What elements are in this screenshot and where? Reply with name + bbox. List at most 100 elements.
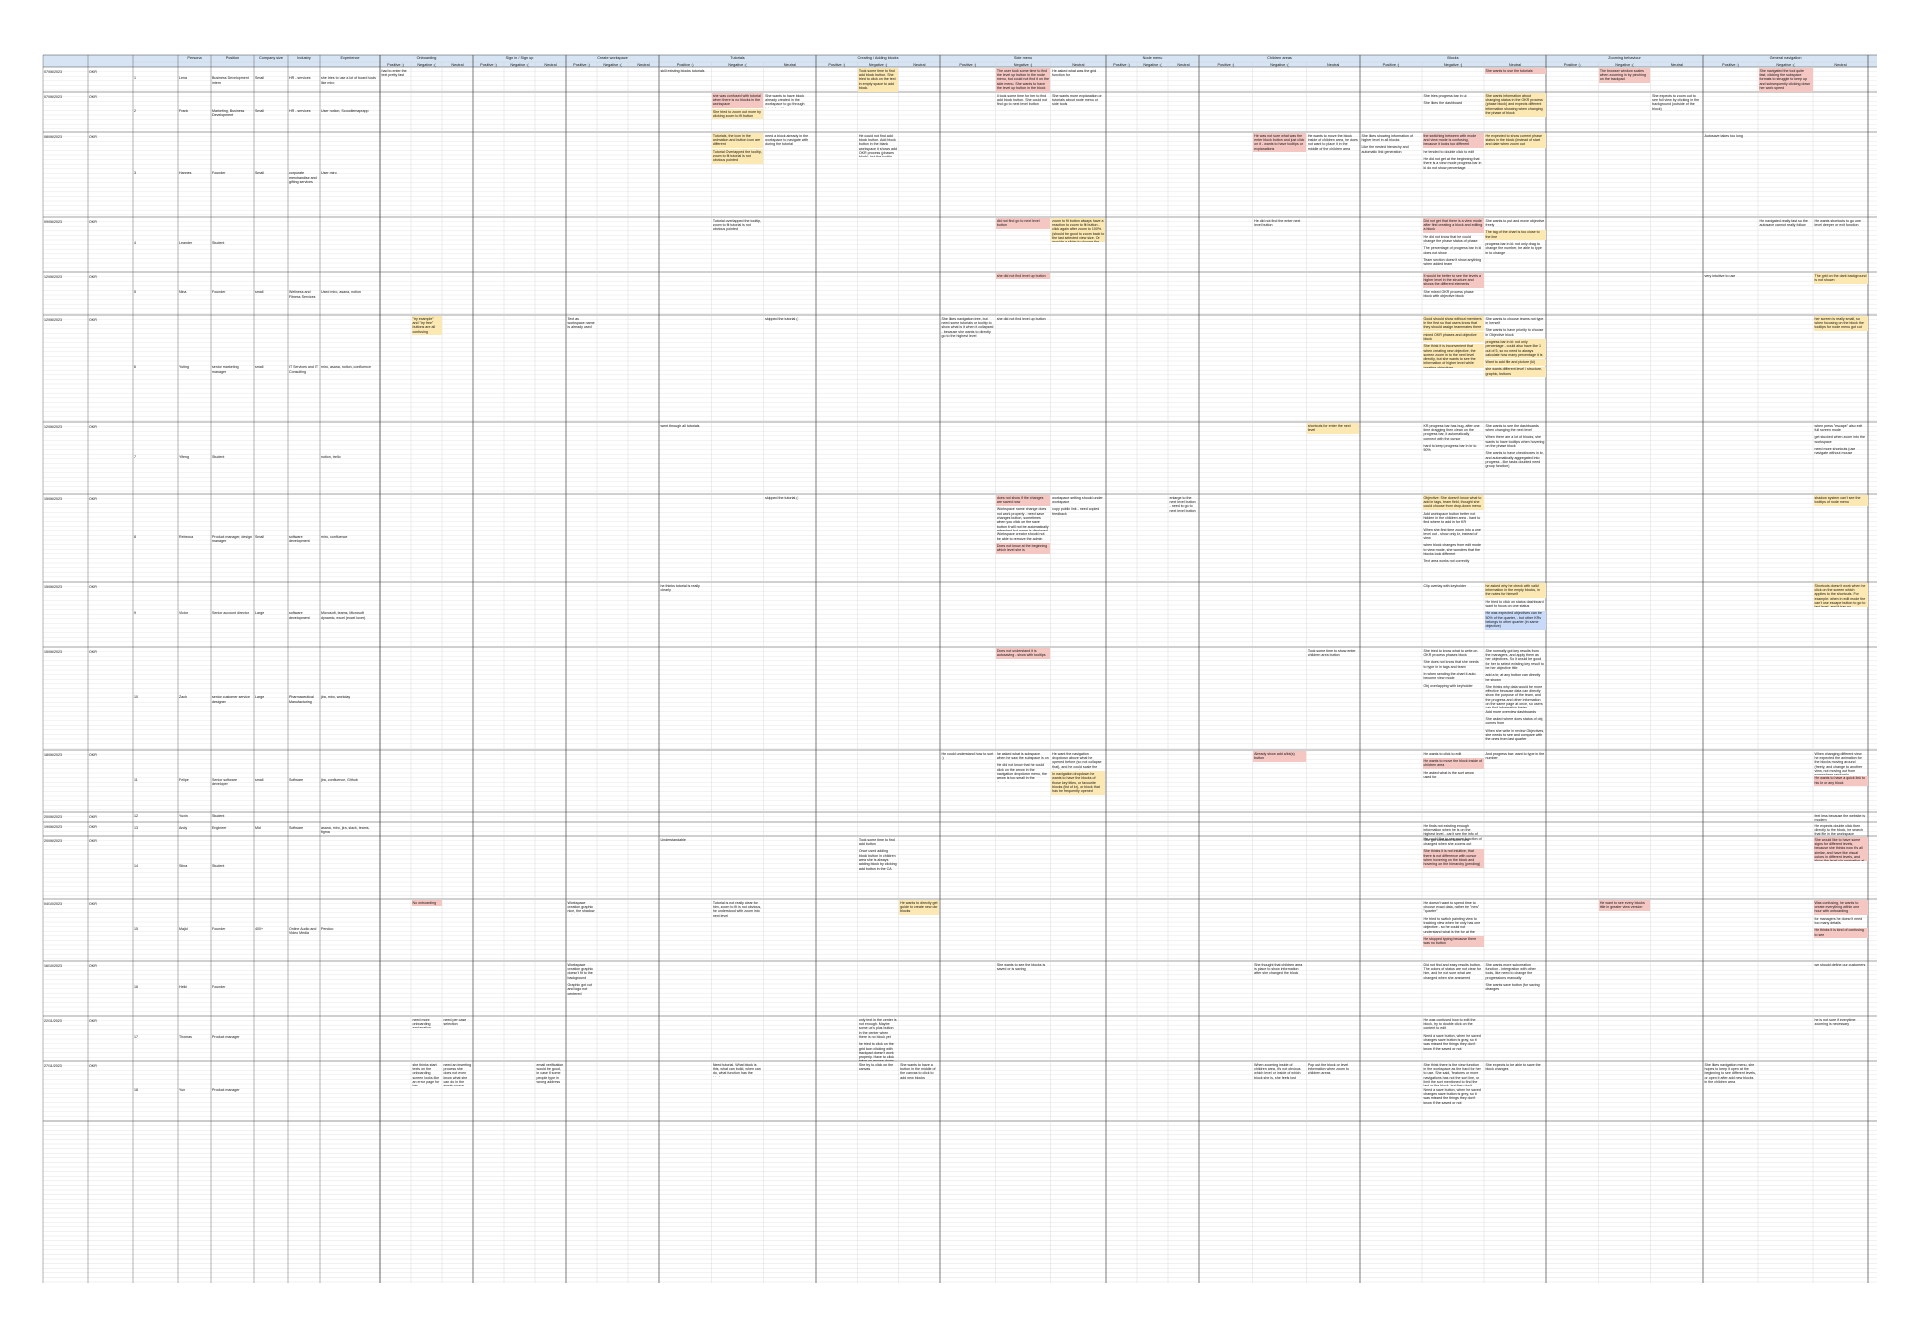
- finding-note[interactable]: Like the nested hierarchy and automatic …: [1361, 145, 1409, 154]
- subcolumn-header[interactable]: Negative :(: [1776, 63, 1795, 67]
- finding-note[interactable]: She tries progress bar in ui: [1423, 93, 1467, 98]
- finding-note[interactable]: She likes navigation menu, she hopes to …: [1704, 1062, 1756, 1084]
- row-industry[interactable]: [288, 454, 320, 468]
- finding-note[interactable]: need more shortcuts (use navigate withou…: [1814, 446, 1856, 456]
- finding-note[interactable]: she thinks start texts on the onboarding…: [412, 1062, 440, 1086]
- finding-note[interactable]: skill existing blocks tutorials: [660, 68, 705, 73]
- subcolumn-header[interactable]: Positive :): [959, 63, 976, 67]
- subcolumn-header[interactable]: Positive :): [573, 63, 590, 67]
- finding-note[interactable]: He wants to directly get guide to create…: [899, 900, 940, 915]
- row-num[interactable]: 9: [134, 611, 136, 616]
- finding-note[interactable]: Pop out the block or level information w…: [1307, 1062, 1349, 1076]
- finding-note[interactable]: only text in the center is not enough. M…: [858, 1017, 897, 1039]
- row-size[interactable]: small: [255, 777, 264, 782]
- row-date[interactable]: 20/06/2023: [44, 814, 62, 819]
- finding-note[interactable]: Does not understand it is autosaving - s…: [995, 648, 1051, 659]
- finding-note[interactable]: KR progress bar has bug, after one time …: [1423, 423, 1480, 441]
- row-industry[interactable]: software development: [289, 534, 310, 544]
- row-date[interactable]: 07/06/2023: [44, 69, 62, 74]
- row-industry[interactable]: [288, 985, 320, 999]
- subcolumn-header[interactable]: Negative :(: [1143, 63, 1162, 67]
- finding-note[interactable]: Was confusing, he wants to create everyt…: [1813, 900, 1868, 915]
- group-header[interactable]: Side menu: [1013, 56, 1033, 61]
- finding-note[interactable]: He was not sure what was the enter block…: [1253, 133, 1306, 153]
- row-size[interactable]: Mid: [255, 825, 261, 830]
- subcolumn-header[interactable]: Negative :(: [1270, 63, 1289, 67]
- row-persona[interactable]: Hannes: [179, 171, 192, 176]
- row-size[interactable]: small: [255, 365, 264, 370]
- finding-note[interactable]: zoom to fit button always have a reactio…: [1051, 218, 1106, 242]
- row-num[interactable]: 15: [134, 926, 138, 931]
- finding-note[interactable]: He finds not existing enough information…: [1423, 823, 1478, 836]
- row-size[interactable]: Small: [255, 171, 264, 176]
- subcolumn-header[interactable]: Negative :(: [868, 63, 888, 67]
- finding-note[interactable]: He could like to see more function of th…: [1423, 837, 1482, 840]
- subcolumn-header[interactable]: Negative :(: [728, 63, 747, 67]
- column-header[interactable]: Position: [225, 56, 240, 61]
- subcolumn-header[interactable]: Positive :): [1563, 63, 1581, 67]
- finding-note[interactable]: he asked why he check with valid informa…: [1484, 583, 1546, 598]
- row-experience[interactable]: Microsoft, teams, Microsoft dynamic, exc…: [321, 611, 366, 620]
- finding-note[interactable]: mixed OKR phases and objective block: [1422, 331, 1484, 343]
- row-num[interactable]: 14: [134, 864, 138, 869]
- finding-note[interactable]: He asked what was the grid function for: [1052, 68, 1097, 78]
- finding-note[interactable]: She try to click on the canvas: [858, 1062, 894, 1072]
- finding-note[interactable]: enlarge to the next level button - need …: [1169, 495, 1196, 513]
- finding-note[interactable]: Shortcuts doesn't work when he click on …: [1813, 583, 1868, 607]
- finding-note[interactable]: She wants to have block already created …: [765, 93, 805, 108]
- subcolumn-header[interactable]: Positive :): [676, 63, 694, 67]
- row-persona[interactable]: Nina: [179, 290, 187, 295]
- finding-note[interactable]: She navigated the tool quite fast, click…: [1758, 68, 1813, 92]
- row-industry[interactable]: Pharmaceutical Manufacturing: [289, 695, 314, 704]
- finding-note[interactable]: She expects to be able to save the block…: [1485, 1062, 1541, 1072]
- subcolumn-header[interactable]: Neutral: [1072, 63, 1085, 67]
- row-position[interactable]: Product manager: [212, 1087, 240, 1092]
- finding-note[interactable]: Workspace creation graphic doesn't fit t…: [567, 962, 594, 980]
- finding-note[interactable]: She wants to use the tutorials: [1484, 68, 1546, 75]
- finding-note[interactable]: He tried to switch painting view to trac…: [1423, 916, 1481, 935]
- row-industry[interactable]: corporate merchandise and gifting servic…: [289, 171, 317, 184]
- column-header[interactable]: Experience: [340, 56, 360, 61]
- finding-note[interactable]: She thinks it is not intuitive, that the…: [1422, 848, 1484, 868]
- finding-note[interactable]: When changing different view he expected…: [1814, 751, 1863, 775]
- row-experience[interactable]: jira, confluence, Github: [321, 777, 358, 782]
- finding-note[interactable]: Need tutorial. What block is this, what …: [712, 1062, 761, 1077]
- finding-note[interactable]: need a block already in the workspace to…: [765, 133, 809, 147]
- finding-note[interactable]: She wants to have a button in the middle…: [900, 1062, 936, 1080]
- row-num[interactable]: 5: [134, 290, 136, 295]
- row-num[interactable]: 11: [134, 777, 138, 782]
- row-date[interactable]: 12/06/2023: [44, 424, 62, 429]
- finding-note[interactable]: shortcuts for enter the next level: [1306, 423, 1360, 434]
- row-experience[interactable]: [320, 864, 380, 878]
- row-industry[interactable]: Wellness and Fitness Services: [289, 290, 316, 299]
- finding-note[interactable]: he thinks tutorial is really clearly: [660, 583, 700, 593]
- finding-note[interactable]: He want the navigation dropdown above wh…: [1052, 751, 1102, 770]
- finding-note[interactable]: Want to add file and picture (ki): [1484, 359, 1546, 366]
- row-date[interactable]: 08/06/2023: [44, 134, 62, 139]
- subcolumn-header[interactable]: Neutral: [1327, 63, 1340, 67]
- row-source[interactable]: OKR: [89, 752, 97, 757]
- finding-note[interactable]: She wants to put and move objective free…: [1485, 218, 1545, 228]
- subcolumn-header[interactable]: Neutral: [1508, 63, 1522, 67]
- group-header[interactable]: Creating / Adding blocks: [857, 56, 899, 61]
- finding-note[interactable]: Add workspace button better not hidden i…: [1423, 511, 1481, 525]
- finding-note[interactable]: She likes showing information of higher …: [1361, 133, 1414, 143]
- finding-note[interactable]: he tried to click on the grid icon click…: [858, 1042, 894, 1060]
- finding-note[interactable]: when press "escape" also exit full scree…: [1814, 423, 1863, 433]
- row-position[interactable]: Student: [212, 241, 225, 246]
- row-persona[interactable]: Leander: [179, 241, 193, 246]
- row-persona[interactable]: Stina: [179, 864, 188, 869]
- row-num[interactable]: 17: [134, 1035, 138, 1040]
- finding-note[interactable]: He thinks it is kind of confusing to see: [1813, 927, 1868, 939]
- row-num[interactable]: 1: [134, 76, 136, 81]
- finding-note[interactable]: Il took some time for her to find add bl…: [996, 93, 1048, 107]
- finding-note[interactable]: Objective: She doesn't know what to add …: [1422, 495, 1484, 510]
- group-header[interactable]: General navigation: [1769, 56, 1802, 61]
- finding-note[interactable]: She likes navigation tree, but need some…: [941, 316, 994, 338]
- row-industry[interactable]: software development: [289, 611, 310, 620]
- finding-note[interactable]: shadow system can't see the tooltips of …: [1813, 495, 1868, 506]
- row-date[interactable]: 07/06/2023: [44, 94, 62, 99]
- row-size[interactable]: [254, 813, 288, 823]
- row-industry[interactable]: Software: [289, 777, 304, 782]
- row-persona[interactable]: Zach: [179, 695, 187, 700]
